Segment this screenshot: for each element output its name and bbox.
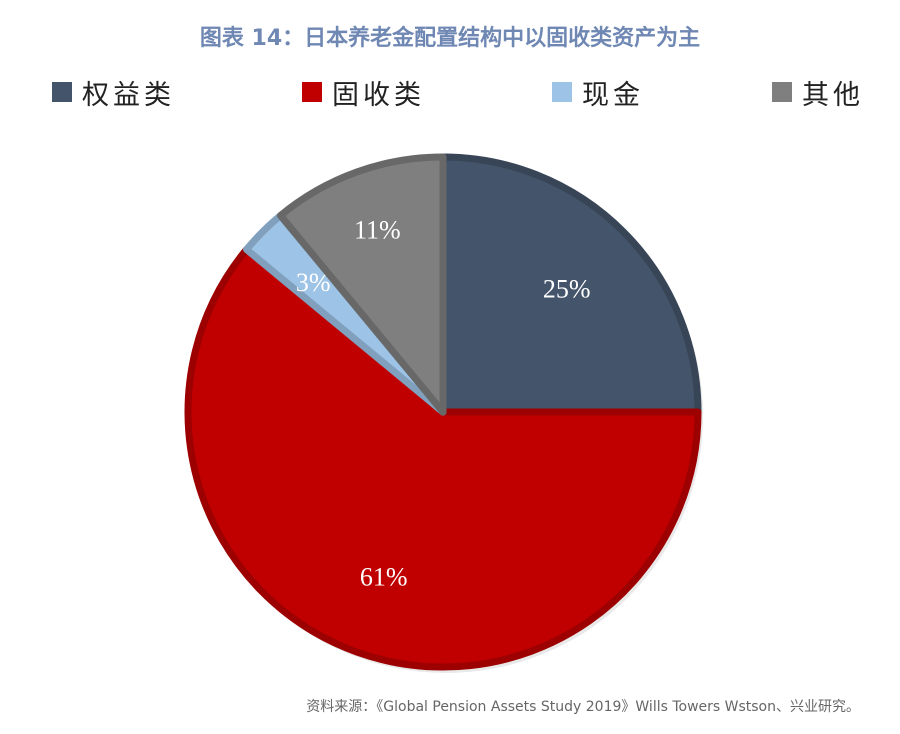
- legend-label-equity: 权益类: [82, 79, 175, 111]
- pie-slice-other: [276, 153, 447, 416]
- legend-label-other: 其他: [802, 79, 864, 111]
- chart-title: 图表 14：日本养老金配置结构中以固收类资产为主: [199, 26, 701, 51]
- legend-item-equity: 权益类: [52, 72, 175, 112]
- legend-label-cash: 现金: [582, 79, 644, 111]
- legend-item-fixed-income: 固收类: [302, 72, 425, 112]
- legend-item-cash: 现金: [552, 72, 644, 112]
- source-note: 资料来源：《Global Pension Assets Study 2019》W…: [306, 699, 860, 715]
- legend-swatch-other: [772, 82, 792, 102]
- legend-swatch-cash: [552, 82, 572, 102]
- legend: 权益类 固收类 现金 其他: [0, 72, 900, 112]
- legend-label-fixed-income: 固收类: [332, 79, 425, 111]
- legend-swatch-equity: [52, 82, 72, 102]
- pie-slice-equity: [439, 153, 702, 416]
- pie-label-fixed-income: 61%: [360, 563, 408, 592]
- pie-label-other: 11%: [354, 216, 401, 245]
- pie-label-equity: 25%: [543, 274, 591, 303]
- legend-swatch-fixed-income: [302, 82, 322, 102]
- legend-item-other: 其他: [772, 72, 864, 112]
- pie-slice-fixed-income: [184, 245, 702, 671]
